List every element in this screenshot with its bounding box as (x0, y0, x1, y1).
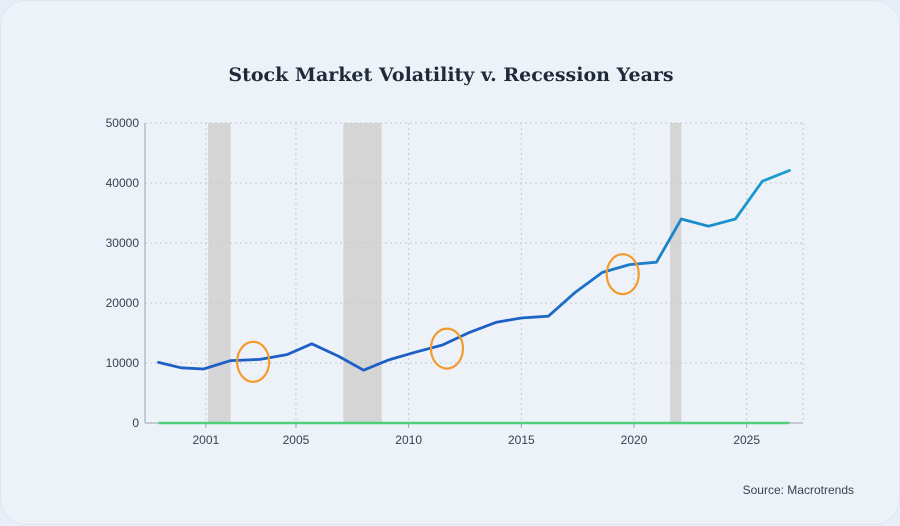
y-tick-label: 40000 (106, 176, 140, 190)
x-tick-label: 2001 (192, 433, 219, 447)
y-tick-label: 10000 (106, 356, 140, 370)
annotation-circle (429, 327, 465, 370)
x-tick-label: 2005 (283, 433, 310, 447)
recession-band (343, 123, 382, 423)
x-tick-label: 2025 (733, 433, 760, 447)
x-tick-label: 2010 (395, 433, 422, 447)
y-tick-label: 30000 (106, 236, 140, 250)
annotation-circle (236, 340, 271, 383)
y-tick-label: 20000 (106, 296, 140, 310)
chart-title: Stock Market Volatility v. Recession Yea… (228, 64, 674, 86)
index-series-line (157, 168, 791, 372)
y-tick-label: 0 (132, 416, 139, 430)
recession-band (208, 123, 231, 423)
x-tick-label: 2020 (621, 433, 648, 447)
y-tick-label: 50000 (106, 116, 140, 130)
source-note: Source: Macrotrends (742, 483, 854, 497)
annotation-circle (605, 253, 640, 296)
x-tick-label: 2015 (508, 433, 535, 447)
recession-band (670, 123, 682, 423)
